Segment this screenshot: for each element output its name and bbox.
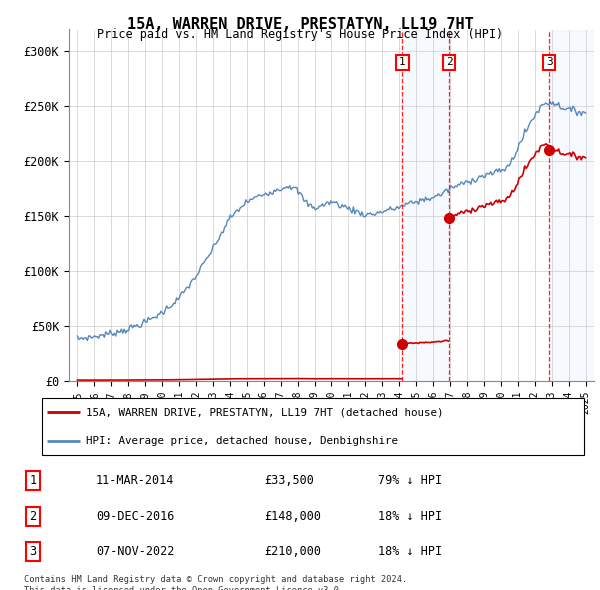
Text: 79% ↓ HPI: 79% ↓ HPI bbox=[378, 474, 442, 487]
Text: £148,000: £148,000 bbox=[264, 510, 321, 523]
Bar bbox=[403, 30, 449, 381]
Text: 2: 2 bbox=[29, 510, 37, 523]
Text: 15A, WARREN DRIVE, PRESTATYN, LL19 7HT (detached house): 15A, WARREN DRIVE, PRESTATYN, LL19 7HT (… bbox=[86, 407, 443, 417]
Text: 1: 1 bbox=[399, 57, 406, 67]
Text: 1: 1 bbox=[29, 474, 37, 487]
Text: £210,000: £210,000 bbox=[264, 545, 321, 558]
Text: 18% ↓ HPI: 18% ↓ HPI bbox=[378, 545, 442, 558]
Text: £33,500: £33,500 bbox=[264, 474, 314, 487]
Text: 11-MAR-2014: 11-MAR-2014 bbox=[96, 474, 175, 487]
Text: HPI: Average price, detached house, Denbighshire: HPI: Average price, detached house, Denb… bbox=[86, 436, 398, 446]
Text: Price paid vs. HM Land Registry's House Price Index (HPI): Price paid vs. HM Land Registry's House … bbox=[97, 28, 503, 41]
Text: 2: 2 bbox=[446, 57, 452, 67]
Text: 15A, WARREN DRIVE, PRESTATYN, LL19 7HT: 15A, WARREN DRIVE, PRESTATYN, LL19 7HT bbox=[127, 17, 473, 31]
Text: Contains HM Land Registry data © Crown copyright and database right 2024.
This d: Contains HM Land Registry data © Crown c… bbox=[24, 575, 407, 590]
Text: 3: 3 bbox=[546, 57, 553, 67]
Text: 3: 3 bbox=[29, 545, 37, 558]
FancyBboxPatch shape bbox=[42, 398, 584, 455]
Text: 07-NOV-2022: 07-NOV-2022 bbox=[96, 545, 175, 558]
Bar bbox=[549, 30, 594, 381]
Text: 09-DEC-2016: 09-DEC-2016 bbox=[96, 510, 175, 523]
Text: 18% ↓ HPI: 18% ↓ HPI bbox=[378, 510, 442, 523]
